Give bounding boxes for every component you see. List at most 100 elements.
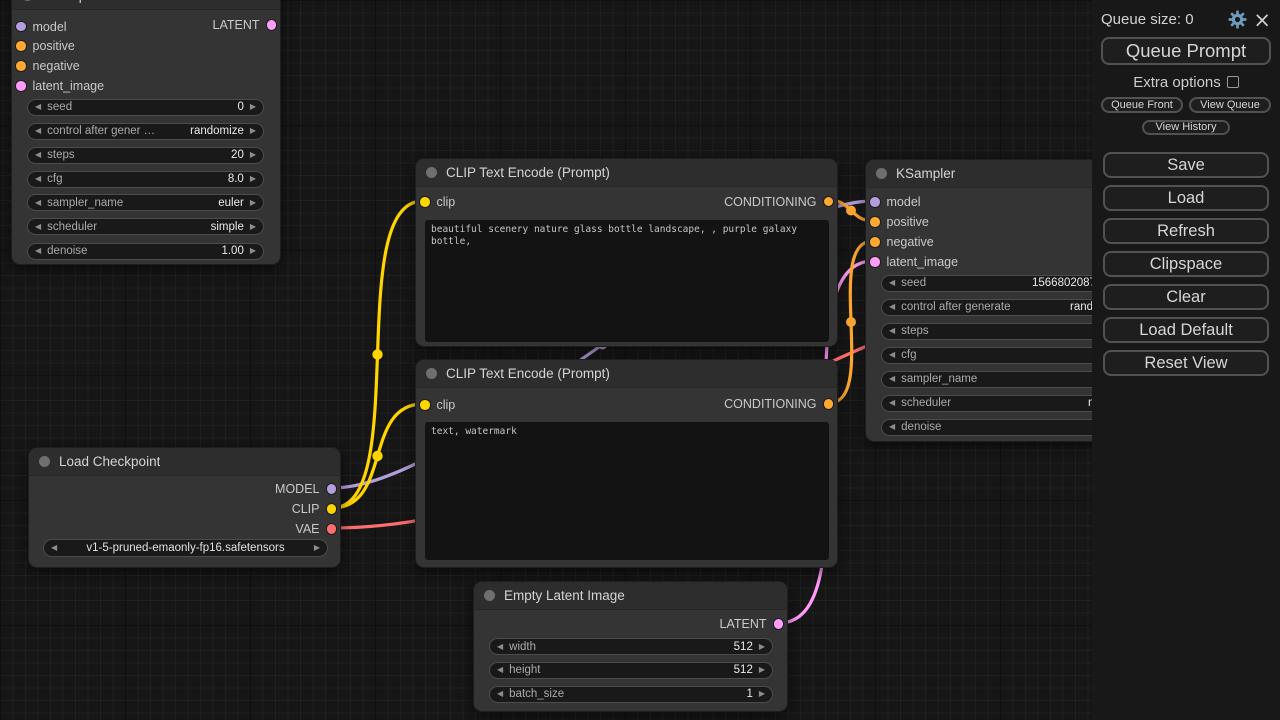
- output-port-vae[interactable]: VAE: [33, 520, 336, 538]
- port-dot-negative[interactable]: [870, 237, 880, 247]
- decrement-arrow-icon[interactable]: ◀: [889, 398, 896, 407]
- port-dot-clip[interactable]: [420, 197, 430, 207]
- input-port-model[interactable]: model: [870, 193, 1130, 211]
- node-clip-text-encode-positive[interactable]: CLIP Text Encode (Prompt) clip CONDITION…: [415, 158, 838, 347]
- widget-denoise[interactable]: ◀ denoise: [881, 418, 1121, 436]
- increment-arrow-icon[interactable]: ▶: [249, 174, 256, 183]
- decrement-arrow-icon[interactable]: ◀: [35, 197, 42, 207]
- collapse-dot-icon[interactable]: [876, 168, 887, 179]
- node-header[interactable]: CLIP Text Encode (Prompt): [416, 360, 837, 388]
- decrement-arrow-icon[interactable]: ◀: [35, 246, 42, 255]
- load-button[interactable]: Load: [1103, 185, 1269, 211]
- decrement-arrow-icon[interactable]: ◀: [889, 302, 896, 311]
- decrement-arrow-icon[interactable]: ◀: [35, 102, 42, 111]
- gear-icon[interactable]: [1228, 10, 1247, 29]
- close-icon[interactable]: ×: [1253, 7, 1271, 32]
- output-port-latent[interactable]: LATENT: [16, 16, 276, 34]
- queue-prompt-button[interactable]: Queue Prompt: [1101, 37, 1271, 65]
- port-dot-positive[interactable]: [16, 41, 26, 51]
- widget-steps[interactable]: ◀ steps: [881, 322, 1121, 340]
- increment-arrow-icon[interactable]: ▶: [249, 150, 256, 159]
- input-port-positive[interactable]: positive: [16, 37, 276, 55]
- decrement-arrow-icon[interactable]: ◀: [35, 221, 42, 231]
- input-port-clip[interactable]: clip: [420, 396, 833, 414]
- increment-arrow-icon[interactable]: ▶: [758, 689, 765, 698]
- node-clip-text-encode-negative[interactable]: CLIP Text Encode (Prompt) clip CONDITION…: [415, 359, 838, 568]
- output-port-model[interactable]: MODEL: [33, 480, 336, 498]
- widget-control-after-generate[interactable]: ◀ control after generate randomize: [881, 298, 1124, 316]
- port-dot-positive[interactable]: [870, 217, 880, 227]
- port-dot-vae[interactable]: [326, 524, 336, 534]
- port-dot-latent[interactable]: [773, 619, 783, 629]
- node-header[interactable]: KSampler: [12, 0, 280, 10]
- port-dot-clip[interactable]: [326, 504, 336, 514]
- decrement-arrow-icon[interactable]: ◀: [497, 689, 504, 698]
- decrement-arrow-icon[interactable]: ◀: [889, 326, 896, 335]
- input-port-negative[interactable]: negative: [16, 57, 276, 75]
- next-arrow-icon[interactable]: ▶: [313, 543, 320, 552]
- port-dot-model[interactable]: [16, 21, 26, 32]
- collapse-dot-icon[interactable]: [426, 167, 437, 178]
- output-port-clip[interactable]: CLIP: [33, 500, 336, 518]
- node-header[interactable]: Load Checkpoint: [29, 448, 340, 476]
- output-port-conditioning[interactable]: CONDITIONING: [420, 395, 833, 413]
- input-port-positive[interactable]: positive: [870, 213, 1130, 231]
- widget-scheduler[interactable]: ◀ scheduler normal: [881, 394, 1123, 412]
- port-dot-latent-image[interactable]: [16, 81, 26, 91]
- collapse-dot-icon[interactable]: [484, 590, 495, 601]
- node-header[interactable]: CLIP Text Encode (Prompt): [416, 159, 837, 187]
- refresh-button[interactable]: Refresh: [1103, 218, 1269, 244]
- queue-front-button[interactable]: Queue Front: [1101, 97, 1183, 113]
- view-history-button[interactable]: View History: [1142, 120, 1230, 135]
- decrement-arrow-icon[interactable]: ◀: [35, 126, 42, 135]
- input-port-latent-image[interactable]: latent_image: [870, 253, 1130, 271]
- port-dot-clip[interactable]: [420, 400, 430, 410]
- widget-cfg[interactable]: ◀ cfg: [881, 346, 1121, 364]
- port-dot-model[interactable]: [870, 197, 880, 207]
- reset-view-button[interactable]: Reset View: [1103, 350, 1269, 376]
- increment-arrow-icon[interactable]: ▶: [249, 126, 256, 135]
- view-queue-button[interactable]: View Queue: [1189, 97, 1271, 113]
- increment-arrow-icon[interactable]: ▶: [758, 641, 765, 651]
- decrement-arrow-icon[interactable]: ◀: [889, 278, 896, 287]
- widget-sampler-name[interactable]: ◀ sampler_name: [881, 370, 1121, 388]
- increment-arrow-icon[interactable]: ▶: [249, 197, 256, 207]
- node-ksampler-right[interactable]: KSampler model positive negative latent_…: [865, 159, 1135, 442]
- load-default-button[interactable]: Load Default: [1103, 317, 1269, 343]
- decrement-arrow-icon[interactable]: ◀: [35, 174, 42, 183]
- collapse-dot-icon[interactable]: [22, 0, 33, 1]
- decrement-arrow-icon[interactable]: ◀: [35, 150, 42, 159]
- port-dot-latent-image[interactable]: [870, 257, 880, 267]
- input-port-latent-image[interactable]: latent_image: [16, 77, 276, 95]
- port-dot-model[interactable]: [326, 484, 336, 494]
- increment-arrow-icon[interactable]: ▶: [249, 221, 256, 231]
- increment-arrow-icon[interactable]: ▶: [758, 665, 765, 674]
- widget-denoise[interactable]: ◀ denoise 1.00 ▶: [27, 242, 264, 260]
- extra-options-checkbox[interactable]: [1226, 76, 1239, 88]
- widget-steps[interactable]: ◀ steps 20 ▶: [27, 146, 264, 164]
- collapse-dot-icon[interactable]: [426, 368, 437, 379]
- input-port-model[interactable]: model: [16, 18, 276, 36]
- prompt-textarea[interactable]: beautiful scenery nature glass bottle la…: [425, 220, 829, 342]
- collapse-dot-icon[interactable]: [39, 456, 50, 467]
- decrement-arrow-icon[interactable]: ◀: [889, 422, 896, 431]
- decrement-arrow-icon[interactable]: ◀: [889, 350, 896, 359]
- node-header[interactable]: Empty Latent Image: [474, 582, 787, 610]
- increment-arrow-icon[interactable]: ▶: [249, 246, 256, 255]
- node-empty-latent-image[interactable]: Empty Latent Image LATENT ◀ width 512 ▶ …: [473, 581, 788, 712]
- widget-height[interactable]: ◀ height 512 ▶: [489, 661, 773, 679]
- save-button[interactable]: Save: [1103, 152, 1269, 178]
- output-port-conditioning[interactable]: CONDITIONING: [420, 193, 833, 211]
- widget-batch-size[interactable]: ◀ batch_size 1 ▶: [489, 685, 773, 703]
- prompt-textarea[interactable]: text, watermark: [425, 422, 829, 560]
- clipspace-button[interactable]: Clipspace: [1103, 251, 1269, 277]
- widget-seed[interactable]: ◀ seed 1566802087: [881, 274, 1121, 292]
- node-load-checkpoint[interactable]: Load Checkpoint MODEL CLIP VAE ◀ v1-5-pr…: [28, 447, 341, 568]
- decrement-arrow-icon[interactable]: ◀: [497, 641, 504, 651]
- input-port-clip[interactable]: clip: [420, 193, 833, 211]
- widget-cfg[interactable]: ◀ cfg 8.0 ▶: [27, 170, 264, 188]
- widget-ckpt-name[interactable]: ◀ v1-5-pruned-emaonly-fp16.safetensors ▶: [43, 539, 328, 557]
- widget-control-after-generate[interactable]: ◀ control after gener … randomize ▶: [27, 122, 264, 140]
- port-dot-conditioning[interactable]: [823, 399, 833, 409]
